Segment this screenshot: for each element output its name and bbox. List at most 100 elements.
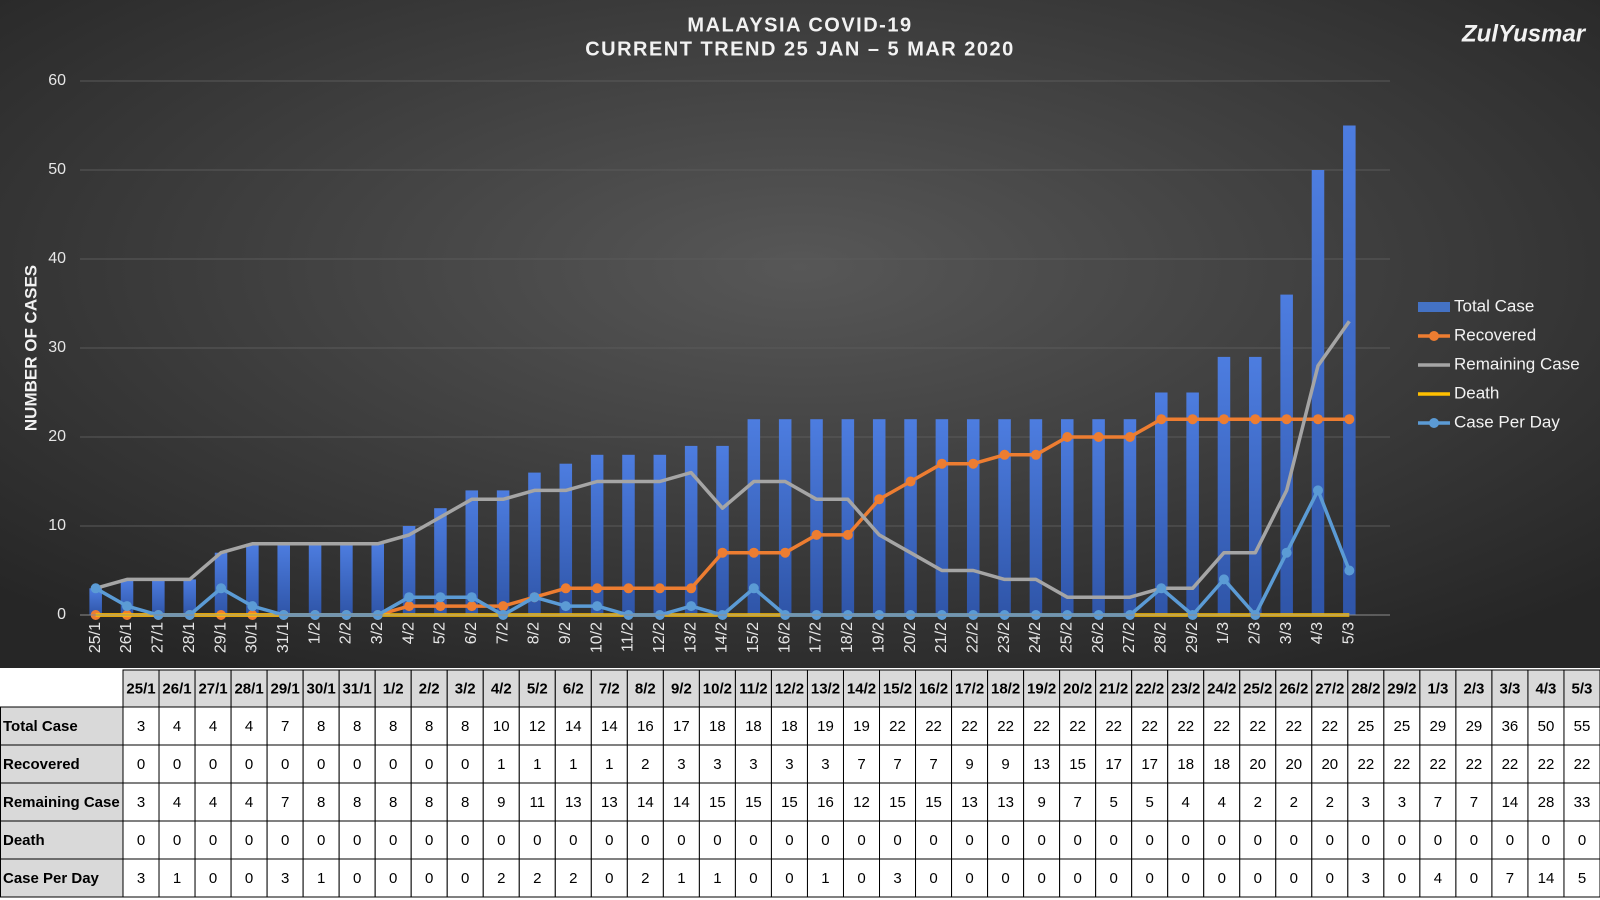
table-value: 0 [461,756,469,773]
x-tick-label: 7/2 [494,622,511,644]
table-cell [1311,782,1349,822]
table-value: 3 [137,794,145,811]
bar [1280,294,1293,615]
table-value: 0 [1254,832,1262,849]
table-value: 8 [425,794,433,811]
point [435,592,446,603]
table-header: 4/2 [491,680,512,697]
table-value: 0 [497,832,505,849]
table-value: 8 [425,718,433,735]
table-value: 1 [677,870,685,887]
table-value: 22 [1357,756,1374,773]
table-header: 31/1 [343,680,372,697]
table-header-cell [915,669,953,708]
table-value: 0 [353,756,361,773]
table-value: 9 [1001,756,1009,773]
table-value: 0 [1326,870,1334,887]
table-value: 22 [1502,756,1519,773]
table-header-cell [194,669,232,708]
table-header-cell [1419,669,1457,708]
table-value: 0 [461,832,469,849]
table-row-header: Case Per Day [3,870,100,887]
table-value: 18 [709,718,726,735]
table-value: 3 [1398,794,1406,811]
table-header: 24/2 [1207,680,1236,697]
table-header: 20/2 [1063,680,1092,697]
table-value: 14 [565,718,582,735]
table-value: 0 [569,832,577,849]
table-value: 0 [1146,870,1154,887]
point [1124,432,1135,442]
table-cell [1383,744,1421,784]
table-value: 3 [281,870,289,887]
table-value: 0 [857,832,865,849]
table-header-cell [734,669,772,708]
table-value: 0 [1398,870,1406,887]
table-cell [482,782,520,822]
bar [465,490,479,615]
x-tick-label: 1/2 [306,622,323,644]
table-value: 0 [209,756,217,773]
x-tick-label: 2/2 [338,622,355,644]
table-cell [590,706,628,746]
table-cell [374,820,412,860]
point [1250,414,1261,425]
table-value: 25 [1357,718,1374,735]
table-value: 12 [853,794,870,811]
table-value: 8 [461,718,469,735]
table-cell [698,782,736,822]
table-cell [1347,820,1385,860]
point [1281,414,1292,425]
table-value: 5 [1578,870,1586,887]
table-value: 0 [1182,870,1190,887]
table-value: 2 [569,870,577,887]
table-value: 0 [1362,832,1370,849]
table-header-cell [1347,669,1385,708]
table-header: 14/2 [847,680,876,697]
table-value: 36 [1502,718,1519,735]
bar [935,419,949,615]
table-value: 13 [565,794,582,811]
x-tick-label: 11/2 [620,622,637,652]
bar [810,419,823,615]
table-cell [987,782,1025,822]
table-cell [302,744,340,784]
table-header-cell [338,669,376,708]
table-cell [734,820,772,860]
table-header: 1/2 [383,680,404,697]
table-value: 15 [1069,756,1086,773]
table-value: 5 [1146,794,1154,811]
table-header-cell [662,669,700,708]
table-value: 14 [637,794,654,811]
table-value: 0 [1109,832,1117,849]
table-cell [302,858,340,898]
table-value: 0 [317,832,325,849]
x-tick-label: 28/1 [181,622,198,653]
table-value: 17 [1141,756,1158,773]
table-value: 55 [1574,718,1591,735]
table-header: 27/2 [1315,680,1344,697]
table-cell [987,706,1025,746]
table-row-header-cell [0,706,124,746]
table-value: 15 [781,794,798,811]
table-cell [770,744,808,784]
table-value: 7 [1470,794,1478,811]
table-value: 0 [425,870,433,887]
table-value: 1 [605,756,613,773]
table-value: 18 [745,718,762,735]
table-cell [1275,858,1313,898]
bar [716,445,729,615]
x-tick-label: 30/1 [244,622,261,653]
table-cell [1275,782,1313,822]
table-header: 21/2 [1099,680,1128,697]
table-value: 0 [1109,870,1117,887]
y-tick-label: 50 [48,161,66,178]
point [748,547,759,558]
table-value: 0 [1542,832,1550,849]
table-cell [590,744,628,784]
table-value: 20 [1285,756,1302,773]
table-row-header-cell [0,744,124,784]
table-value: 2 [533,870,541,887]
point [968,458,979,469]
table-value: 1 [497,756,505,773]
